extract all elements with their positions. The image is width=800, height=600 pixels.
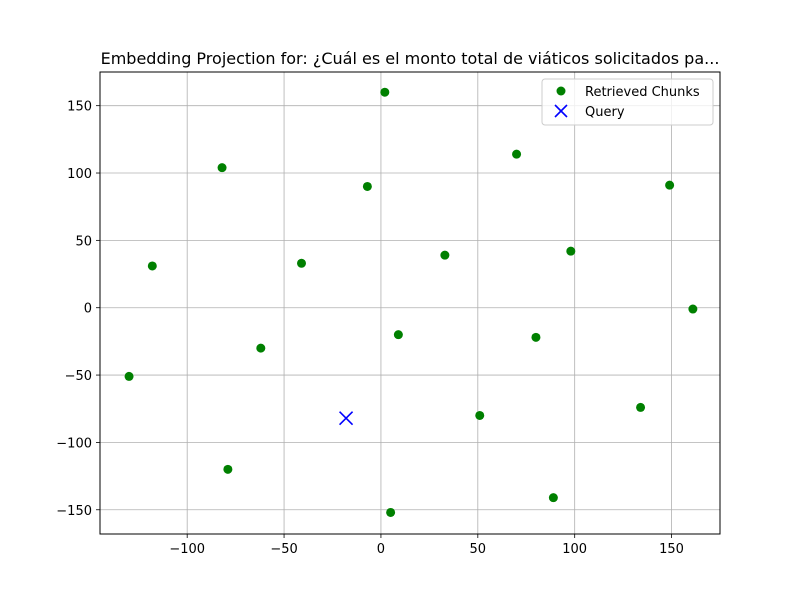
chart-title: Embedding Projection for: ¿Cuál es el mo… [101,49,720,68]
legend-label-retrieved-chunks: Retrieved Chunks [585,85,700,100]
chunk-point [566,246,576,256]
chunk-point [386,507,396,517]
y-tick-label: 100 [67,167,92,182]
x-tick-label: 0 [377,542,385,557]
chunk-point [380,87,390,97]
y-tick-label: −100 [56,436,92,451]
data-points [124,87,698,517]
y-tick-label: 150 [67,100,92,115]
chunk-point [223,464,233,474]
plot-frame [99,71,721,535]
chunk-point [548,493,558,503]
y-tick-label: 0 [84,302,92,317]
chunk-point [665,180,675,190]
chunk-point [393,330,403,340]
chunk-point [124,371,134,381]
x-tick-label: −50 [270,542,297,557]
y-tick-label: −50 [65,369,92,384]
chunk-point [636,402,646,412]
chunk-point [147,261,157,271]
legend-marker-retrieved-chunks [556,86,566,96]
query-point [338,411,354,426]
chunk-point [362,181,372,191]
x-tick-label: 150 [659,542,684,557]
x-tick-label: 50 [470,542,487,557]
chunk-point [256,343,266,353]
legend-frame [541,78,714,126]
chunk-point [297,258,306,268]
legend-label-query: Query [585,105,625,120]
x-tick-label: 100 [562,542,587,557]
legend-marker-query [554,104,568,118]
chunk-point [440,250,450,260]
chunk-point [531,332,541,342]
grid [100,72,720,534]
x-tick-label: −100 [169,542,205,557]
chunk-point [688,304,698,314]
y-tick-label: 50 [75,234,92,249]
chunk-point [512,149,522,159]
y-tick-label: −150 [56,504,92,519]
legend: Retrieved Chunks Query [541,78,714,126]
axes: −100 −50 0 50 100 150 −150 −100 −50 0 50 100 150 [56,100,684,557]
chunk-point [475,410,485,420]
chunk-point [217,163,227,173]
